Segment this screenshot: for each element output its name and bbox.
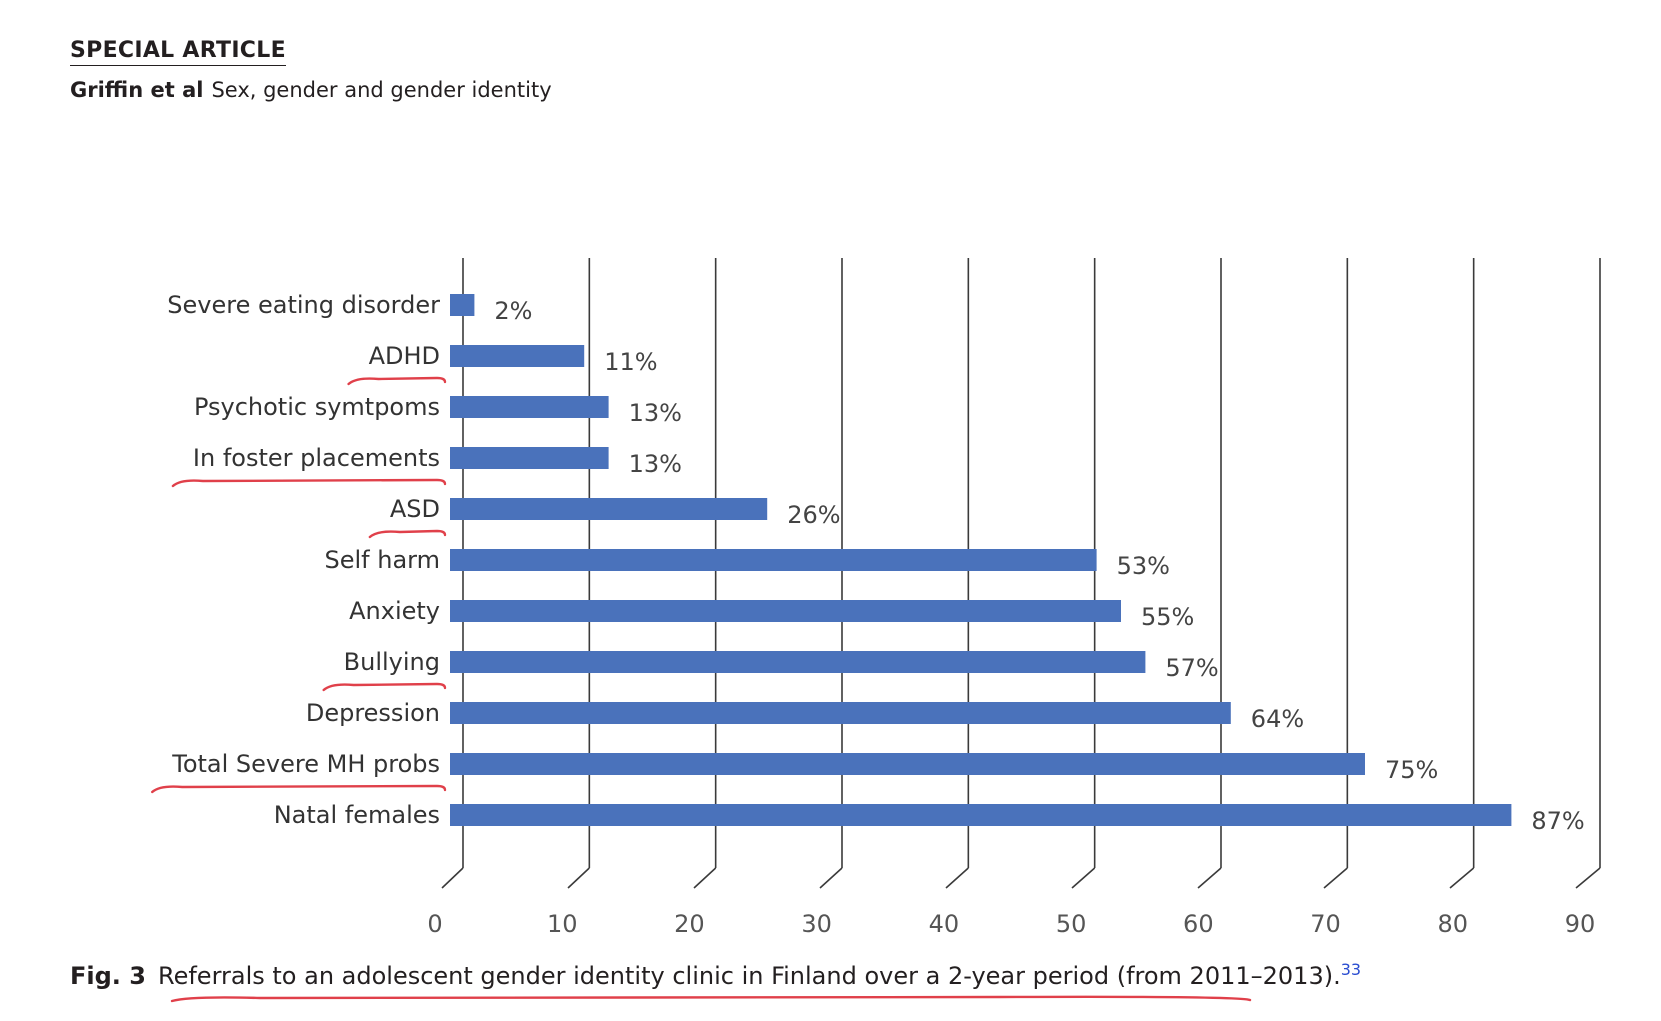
bar: [450, 753, 1365, 775]
category-label: Self harm: [325, 546, 441, 574]
underline-annotation: [347, 376, 447, 386]
x-tick-label: 10: [547, 910, 578, 938]
data-label: 57%: [1165, 654, 1218, 682]
gridline-floor: [1197, 867, 1222, 889]
category-label: Total Severe MH probs: [171, 750, 440, 778]
section-label: SPECIAL ARTICLE: [70, 38, 286, 66]
x-tick-label: 80: [1438, 910, 1469, 938]
authors: Griffin et al: [70, 78, 204, 102]
x-tick-label: 50: [1056, 910, 1087, 938]
x-tick-label: 70: [1310, 910, 1341, 938]
category-label: Depression: [306, 699, 440, 727]
running-title: Sex, gender and gender identity: [211, 78, 552, 102]
x-tick-label: 90: [1565, 910, 1596, 938]
gridline-floor: [693, 867, 717, 889]
category-label: In foster placements: [193, 444, 440, 472]
underline-annotation: [368, 529, 447, 539]
category-label: ADHD: [369, 342, 440, 370]
gridline-floor: [1071, 867, 1096, 889]
category-label: Anxiety: [349, 597, 440, 625]
x-tick-label: 30: [801, 910, 832, 938]
underline-annotation: [171, 478, 447, 488]
gridline-floor: [441, 867, 464, 889]
category-label: Psychotic symtpoms: [194, 393, 440, 421]
underline-annotation: [151, 784, 447, 794]
data-label: 13%: [629, 399, 682, 427]
bar: [450, 804, 1512, 826]
caption-underline-annotation: [170, 995, 1252, 1003]
x-tick-label: 20: [674, 910, 705, 938]
x-tick-label: 60: [1183, 910, 1214, 938]
data-label: 2%: [494, 297, 532, 325]
figure-label: Fig. 3: [70, 962, 146, 990]
gridline-floor: [567, 867, 590, 889]
data-label: 75%: [1385, 756, 1438, 784]
bar: [450, 600, 1121, 622]
category-label: Severe eating disorder: [167, 291, 440, 319]
bar: [450, 651, 1146, 673]
data-label: 26%: [787, 501, 840, 529]
data-label: 64%: [1251, 705, 1304, 733]
underline-annotation: [322, 682, 447, 692]
figure-caption: Fig. 3 Referrals to an adolescent gender …: [70, 960, 1361, 990]
running-head: Griffin et al Sex, gender and gender iden…: [70, 78, 552, 102]
x-tick-label: 40: [929, 910, 960, 938]
category-label: Natal females: [274, 801, 440, 829]
bar: [450, 498, 768, 520]
gridline-floor: [945, 867, 969, 889]
category-label: ASD: [390, 495, 440, 523]
data-label: 11%: [604, 348, 657, 376]
gridline-floor: [819, 867, 843, 889]
gridline-floor: [1449, 867, 1475, 889]
x-tick-label: 0: [427, 910, 442, 938]
bar: [450, 294, 475, 316]
data-label: 53%: [1117, 552, 1170, 580]
data-label: 87%: [1531, 807, 1584, 835]
bar: [450, 702, 1231, 724]
gridline-floor: [1575, 867, 1601, 889]
bar: [450, 345, 585, 367]
data-label: 13%: [629, 450, 682, 478]
bar: [450, 396, 609, 418]
bar: [450, 549, 1097, 571]
category-label: Bullying: [344, 648, 440, 676]
reference-link[interactable]: 33: [1340, 960, 1362, 979]
gridline-floor: [1323, 867, 1348, 889]
data-label: 55%: [1141, 603, 1194, 631]
bar: [450, 447, 609, 469]
caption-text: Referrals to an adolescent gender identi…: [157, 962, 1341, 990]
